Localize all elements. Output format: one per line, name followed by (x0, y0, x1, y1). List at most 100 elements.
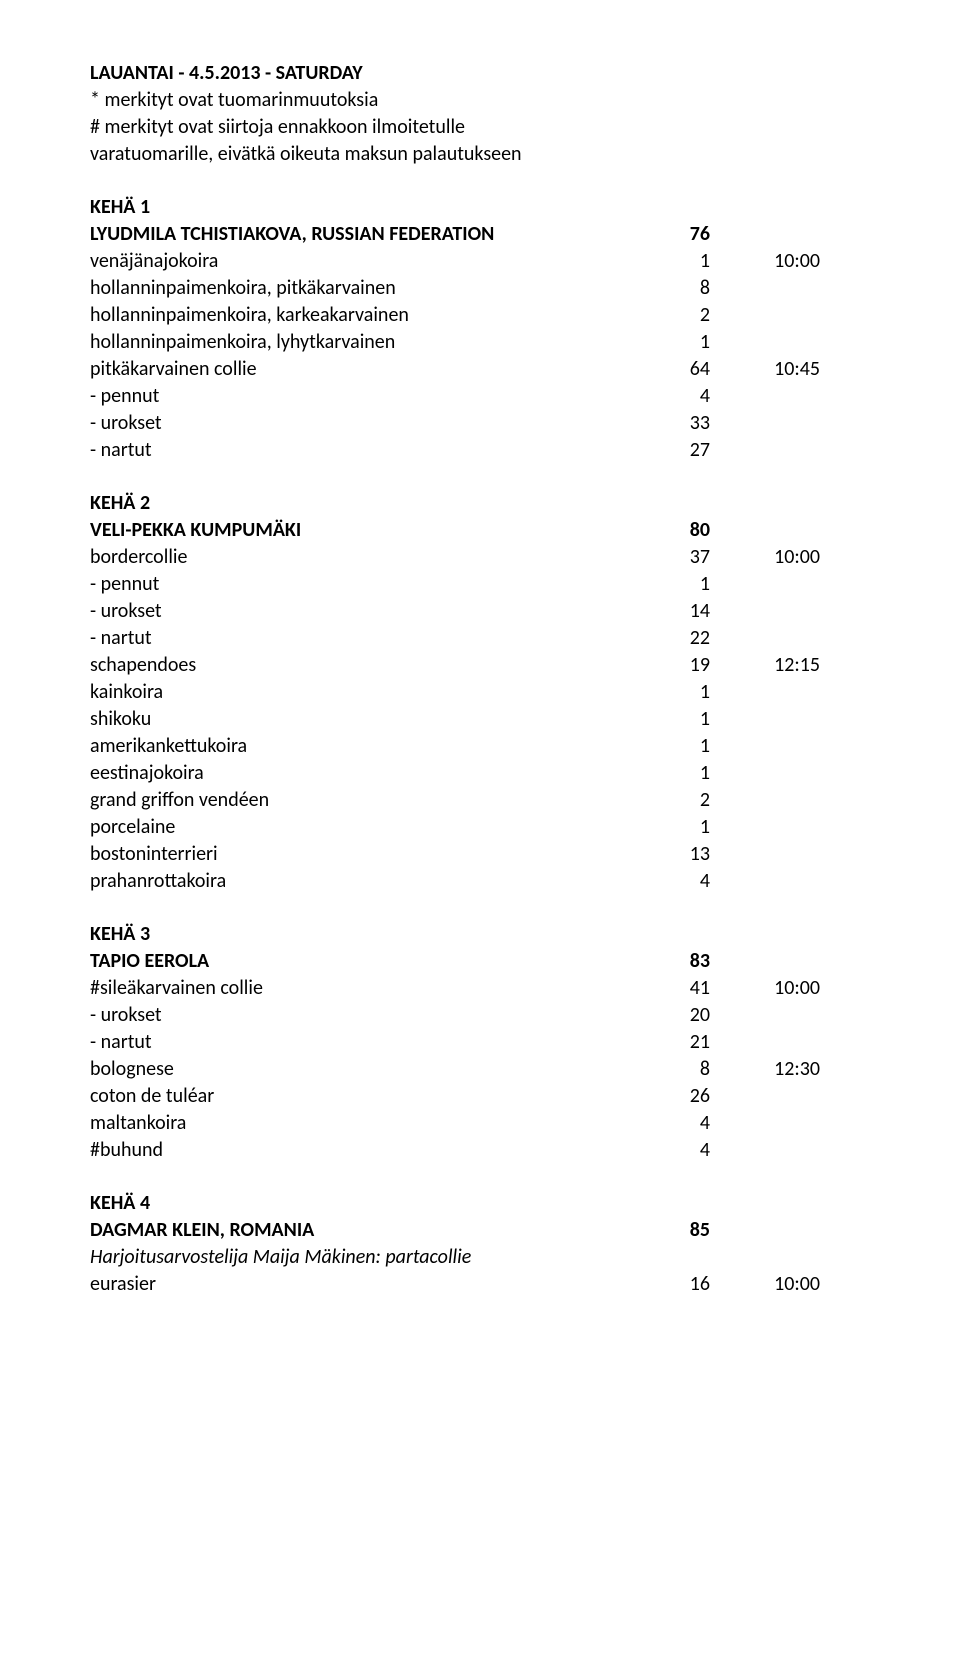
ring3-judge: TAPIO EEROLA (90, 948, 630, 975)
header-line3: # merkityt ovat siirtoja ennakkoon ilmoi… (90, 114, 890, 141)
row-number: 41 (630, 975, 710, 1002)
row-label: shikoku (90, 706, 630, 733)
table-row: amerikankettukoira1 (90, 733, 890, 760)
row-label: schapendoes (90, 652, 630, 679)
table-row: bostoninterrieri13 (90, 841, 890, 868)
row-label: coton de tuléar (90, 1083, 630, 1110)
row-label: hollanninpaimenkoira, pitkäkarvainen (90, 275, 630, 302)
row-label: hollanninpaimenkoira, karkeakarvainen (90, 302, 630, 329)
ring4-judge-row: DAGMAR KLEIN, ROMANIA 85 (90, 1217, 890, 1244)
row-number: 20 (630, 1002, 710, 1029)
row-number: 8 (630, 275, 710, 302)
row-number: 13 (630, 841, 710, 868)
row-number: 16 (630, 1271, 710, 1298)
row-number: 19 (630, 652, 710, 679)
row-number: 1 (630, 329, 710, 356)
row-label: bolognese (90, 1056, 630, 1083)
table-row: hollanninpaimenkoira, pitkäkarvainen8 (90, 275, 890, 302)
row-number: 21 (630, 1029, 710, 1056)
row-number: 22 (630, 625, 710, 652)
table-row: pitkäkarvainen collie6410:45 (90, 356, 890, 383)
row-number: 14 (630, 598, 710, 625)
row-label: maltankoira (90, 1110, 630, 1137)
table-row: - pennut1 (90, 571, 890, 598)
row-label: venäjänajokoira (90, 248, 630, 275)
row-time: 10:00 (710, 1271, 820, 1298)
row-number: 4 (630, 1110, 710, 1137)
row-label: - nartut (90, 437, 630, 464)
row-label: - pennut (90, 571, 630, 598)
row-number: 4 (630, 383, 710, 410)
table-row: bolognese812:30 (90, 1056, 890, 1083)
table-row: maltankoira4 (90, 1110, 890, 1137)
ring2-judge-total: 80 (630, 517, 710, 544)
table-row: #buhund4 (90, 1137, 890, 1164)
row-label: kainkoira (90, 679, 630, 706)
row-label: eurasier (90, 1271, 630, 1298)
table-row: - urokset14 (90, 598, 890, 625)
table-row: - nartut27 (90, 437, 890, 464)
ring4-title: KEHÄ 4 (90, 1190, 890, 1217)
row-label: amerikankettukoira (90, 733, 630, 760)
row-number: 1 (630, 706, 710, 733)
ring1-judge-total: 76 (630, 221, 710, 248)
row-label: grand griffon vendéen (90, 787, 630, 814)
ring3-judge-row: TAPIO EEROLA 83 (90, 948, 890, 975)
table-row: - pennut4 (90, 383, 890, 410)
ring1-title: KEHÄ 1 (90, 194, 890, 221)
ring2-judge-row: VELI-PEKKA KUMPUMÄKI 80 (90, 517, 890, 544)
row-time: 10:00 (710, 248, 820, 275)
row-number: 2 (630, 787, 710, 814)
row-number: 64 (630, 356, 710, 383)
table-row: shikoku1 (90, 706, 890, 733)
row-label: bordercollie (90, 544, 630, 571)
row-time: 10:45 (710, 356, 820, 383)
header-line4: varatuomarille, eivätkä oikeuta maksun p… (90, 141, 890, 168)
row-label: - pennut (90, 383, 630, 410)
table-row: #sileäkarvainen collie4110:00 (90, 975, 890, 1002)
table-row: - nartut21 (90, 1029, 890, 1056)
table-row: eurasier1610:00 (90, 1271, 890, 1298)
header-line1: LAUANTAI - 4.5.2013 - SATURDAY (90, 60, 890, 87)
row-label: - urokset (90, 410, 630, 437)
table-row: prahanrottakoira4 (90, 868, 890, 895)
row-label: porcelaine (90, 814, 630, 841)
ring4-judge: DAGMAR KLEIN, ROMANIA (90, 1217, 630, 1244)
table-row: - urokset33 (90, 410, 890, 437)
row-label: - urokset (90, 598, 630, 625)
row-label: hollanninpaimenkoira, lyhytkarvainen (90, 329, 630, 356)
row-time: 12:30 (710, 1056, 820, 1083)
ring3-title: KEHÄ 3 (90, 921, 890, 948)
ring4-note: Harjoitusarvostelija Maija Mäkinen: part… (90, 1244, 890, 1271)
row-number: 37 (630, 544, 710, 571)
row-number: 26 (630, 1083, 710, 1110)
row-number: 4 (630, 868, 710, 895)
row-number: 1 (630, 760, 710, 787)
row-label: prahanrottakoira (90, 868, 630, 895)
row-label: - nartut (90, 625, 630, 652)
table-row: porcelaine1 (90, 814, 890, 841)
row-number: 4 (630, 1137, 710, 1164)
row-label: eestinajokoira (90, 760, 630, 787)
table-row: venäjänajokoira110:00 (90, 248, 890, 275)
row-number: 33 (630, 410, 710, 437)
row-label: #sileäkarvainen collie (90, 975, 630, 1002)
row-time: 10:00 (710, 544, 820, 571)
row-label: - nartut (90, 1029, 630, 1056)
table-row: eestinajokoira1 (90, 760, 890, 787)
row-number: 1 (630, 733, 710, 760)
ring2-title: KEHÄ 2 (90, 490, 890, 517)
header-line2: * merkityt ovat tuomarinmuutoksia (90, 87, 890, 114)
ring1-judge: LYUDMILA TCHISTIAKOVA, RUSSIAN FEDERATIO… (90, 221, 630, 248)
ring1-judge-row: LYUDMILA TCHISTIAKOVA, RUSSIAN FEDERATIO… (90, 221, 890, 248)
row-number: 1 (630, 814, 710, 841)
table-row: kainkoira1 (90, 679, 890, 706)
ring2-judge: VELI-PEKKA KUMPUMÄKI (90, 517, 630, 544)
row-time: 10:00 (710, 975, 820, 1002)
row-number: 27 (630, 437, 710, 464)
table-row: bordercollie3710:00 (90, 544, 890, 571)
row-number: 1 (630, 571, 710, 598)
ring3-judge-total: 83 (630, 948, 710, 975)
row-number: 2 (630, 302, 710, 329)
ring4-judge-total: 85 (630, 1217, 710, 1244)
